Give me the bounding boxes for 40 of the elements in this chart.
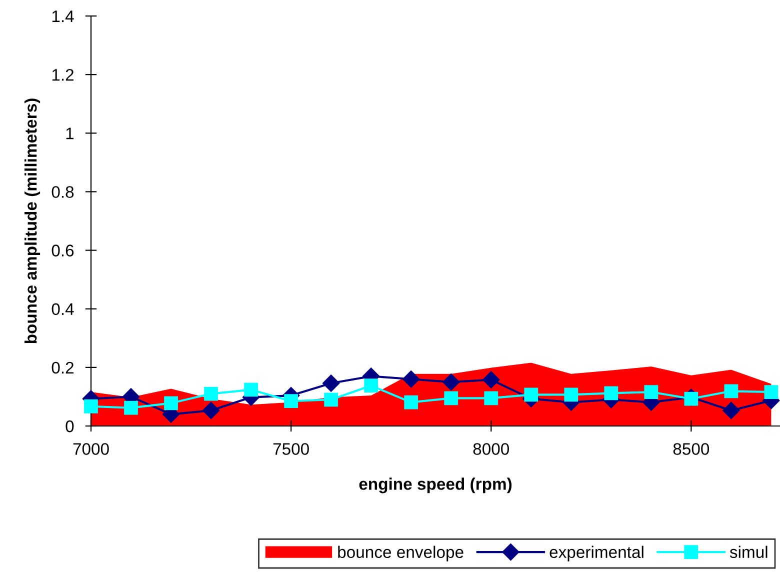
x-tick-label: 8500 bbox=[673, 443, 710, 455]
legend-label: experimental bbox=[550, 546, 644, 562]
y-tick-label: 0.6 bbox=[52, 244, 74, 256]
point bbox=[404, 395, 418, 410]
legend-label: simul bbox=[730, 546, 768, 558]
y-tick-label: 0 bbox=[66, 420, 74, 432]
x-tick-label: 8000 bbox=[473, 443, 510, 455]
point bbox=[202, 402, 220, 420]
y-tick-label: 0.8 bbox=[52, 186, 74, 198]
legend-label: bounce envelope bbox=[338, 546, 464, 562]
x-tick-label: 7500 bbox=[273, 443, 309, 455]
point bbox=[722, 402, 740, 420]
point bbox=[244, 382, 258, 397]
point bbox=[402, 370, 420, 388]
point bbox=[164, 396, 178, 410]
x-tick-label: 7000 bbox=[73, 443, 109, 455]
y-tick-label: 1.2 bbox=[52, 68, 74, 81]
point bbox=[482, 371, 500, 388]
point bbox=[484, 391, 498, 406]
point bbox=[324, 392, 338, 407]
point bbox=[204, 386, 218, 401]
point bbox=[564, 388, 578, 402]
point bbox=[724, 384, 738, 398]
y-tick-label: 1 bbox=[66, 128, 74, 140]
point bbox=[284, 394, 298, 408]
y-tick-label: 1.4 bbox=[52, 10, 74, 22]
point bbox=[322, 374, 340, 392]
point bbox=[364, 378, 378, 393]
point bbox=[444, 391, 458, 406]
point bbox=[644, 385, 658, 399]
y-axis-title: bounce amplitude (millimeters) bbox=[24, 98, 40, 344]
y-tick-label: 0.4 bbox=[52, 303, 74, 316]
point bbox=[604, 386, 618, 400]
point bbox=[124, 400, 138, 415]
point bbox=[524, 388, 538, 402]
y-tick-label: 0.2 bbox=[52, 362, 74, 374]
point bbox=[84, 399, 98, 414]
point bbox=[764, 385, 778, 399]
x-axis-title: engine speed (rpm) bbox=[359, 478, 512, 494]
point bbox=[442, 374, 460, 391]
